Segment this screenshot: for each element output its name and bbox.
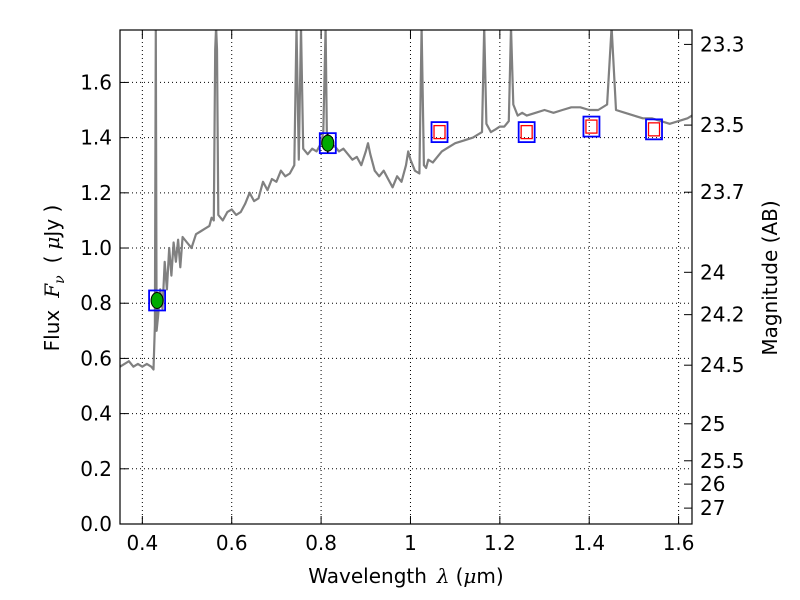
y-tick-label: 0.0 [80,512,112,536]
y2-axis-title: Magnitude (AB) [758,200,782,355]
sed-chart: 0.4 0.6 0.8 1 1.2 1.4 1.6 0.0 0.2 0.4 0.6 0.8 1.0 1.… [0,0,800,600]
y-tick-label: 0.2 [80,457,112,481]
y-tick-label: 0.8 [80,291,112,315]
y-tick-label: 0.4 [80,402,112,426]
x-tick-label: 1 [404,531,417,555]
y2-tick-label: 23.7 [700,180,745,204]
y2-tick-label: 24.2 [700,303,745,327]
y2-tick-label: 27 [700,496,725,520]
y2-tick-label: 24.5 [700,353,745,377]
observed-flux-point [151,292,163,308]
x-tick-label: 1.6 [663,531,695,555]
x-tick-label: 0.8 [305,531,337,555]
x-tick-label: 0.6 [216,531,248,555]
x-tick-label: 1.2 [484,531,516,555]
y2-tick-label: 26 [700,472,725,496]
y-tick-label: 1.4 [80,126,112,150]
y2-tick-label: 25.5 [700,449,745,473]
y2-tick-label: 25 [700,412,725,436]
y2-tick-label: 23.3 [700,32,745,56]
y2-tick-label: 24 [700,260,725,284]
y-tick-label: 1.0 [80,236,112,260]
x-tick-label: 1.4 [573,531,605,555]
y-tick-label: 0.6 [80,346,112,370]
x-axis-title: Wavelength λ (μm) [308,564,503,588]
x-tick-label: 0.4 [126,531,158,555]
observed-flux-point [322,135,334,151]
y-tick-label: 1.6 [80,70,112,94]
y2-tick-label: 23.5 [700,113,745,137]
y-tick-label: 1.2 [80,181,112,205]
